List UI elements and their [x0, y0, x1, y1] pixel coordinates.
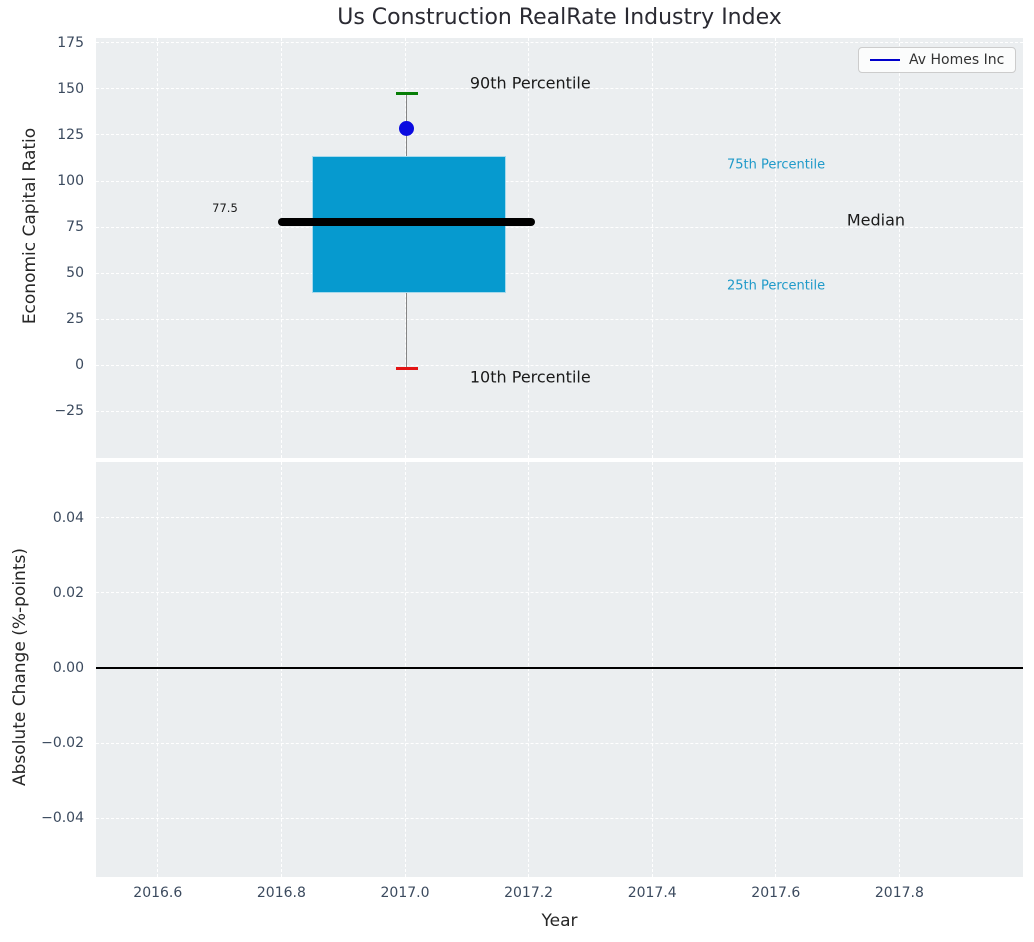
y-tick-label: 0.04 [52, 509, 84, 526]
y-tick-label: 25 [66, 311, 84, 328]
bottom-plot-area [96, 462, 1023, 877]
top-plot-area [96, 38, 1023, 458]
y-tick-label: 0.00 [52, 659, 84, 676]
x-gridline [528, 462, 530, 877]
y-gridline [96, 410, 1023, 412]
x-tick-label: 2016.8 [256, 885, 306, 901]
y-tick-label: −0.02 [41, 735, 84, 752]
y-tick-label: −0.04 [41, 810, 84, 827]
x-tick-label: 2017.4 [627, 885, 677, 901]
y-tick-label: 75 [66, 219, 84, 236]
x-tick-label: 2017.2 [504, 885, 554, 901]
legend: Av Homes Inc [858, 47, 1017, 73]
y-gridline [96, 226, 1023, 228]
x-tick-label: 2017.0 [380, 885, 430, 901]
y-gridline [96, 364, 1023, 366]
x-gridline [898, 462, 900, 877]
y-gridline [96, 88, 1023, 90]
x-gridline [528, 38, 530, 458]
annotation-77-5: 77.5 [212, 201, 238, 216]
zero-line [96, 666, 1023, 669]
y-tick-label: 175 [57, 34, 84, 51]
y-gridline [96, 134, 1023, 136]
annotation-90th-percentile: 90th Percentile [469, 73, 591, 93]
x-gridline [280, 462, 282, 877]
y-tick-label: −25 [54, 403, 84, 420]
y-tick-label: 0.02 [52, 584, 84, 601]
x-gridline [280, 38, 282, 458]
x-gridline [404, 462, 406, 877]
y-tick-label: 0 [75, 357, 84, 374]
y-gridline [96, 592, 1023, 594]
y-tick-label: 125 [57, 126, 84, 143]
x-tick-label: 2017.6 [751, 885, 801, 901]
annotation-75th-percentile: 75th Percentile [726, 157, 826, 173]
chart-title: Us Construction RealRate Industry Index [337, 5, 782, 30]
x-axis-label: Year [541, 911, 578, 931]
x-tick-label: 2016.6 [133, 885, 183, 901]
x-gridline [157, 462, 159, 877]
y-gridline [96, 318, 1023, 320]
y-gridline [96, 517, 1023, 519]
y-tick-label: 150 [57, 80, 84, 97]
company-data-point [399, 121, 415, 137]
median-line [277, 218, 535, 227]
x-gridline [651, 462, 653, 877]
whisker-cap-high [395, 92, 418, 96]
y-tick-label: 50 [66, 265, 84, 282]
y-gridline [96, 272, 1023, 274]
x-gridline [898, 38, 900, 458]
legend-label: Av Homes Inc [909, 52, 1005, 68]
legend-line-icon [870, 59, 900, 61]
y-tick-label: 100 [57, 173, 84, 189]
y-gridline [96, 817, 1023, 819]
y-gridline [96, 180, 1023, 182]
whisker-cap-low [395, 367, 418, 371]
y-gridline [96, 742, 1023, 744]
x-tick-label: 2017.8 [874, 885, 924, 901]
x-gridline [651, 38, 653, 458]
annotation-10th-percentile: 10th Percentile [469, 367, 591, 387]
y-axis-label-bottom: Absolute Change (%-points) [10, 548, 30, 786]
annotation-25th-percentile: 25th Percentile [726, 278, 826, 294]
annotation-median: Median [846, 210, 906, 230]
y-axis-label-top: Economic Capital Ratio [20, 127, 40, 325]
x-gridline [775, 38, 777, 458]
x-gridline [157, 38, 159, 458]
x-gridline [775, 462, 777, 877]
y-gridline [96, 42, 1023, 44]
